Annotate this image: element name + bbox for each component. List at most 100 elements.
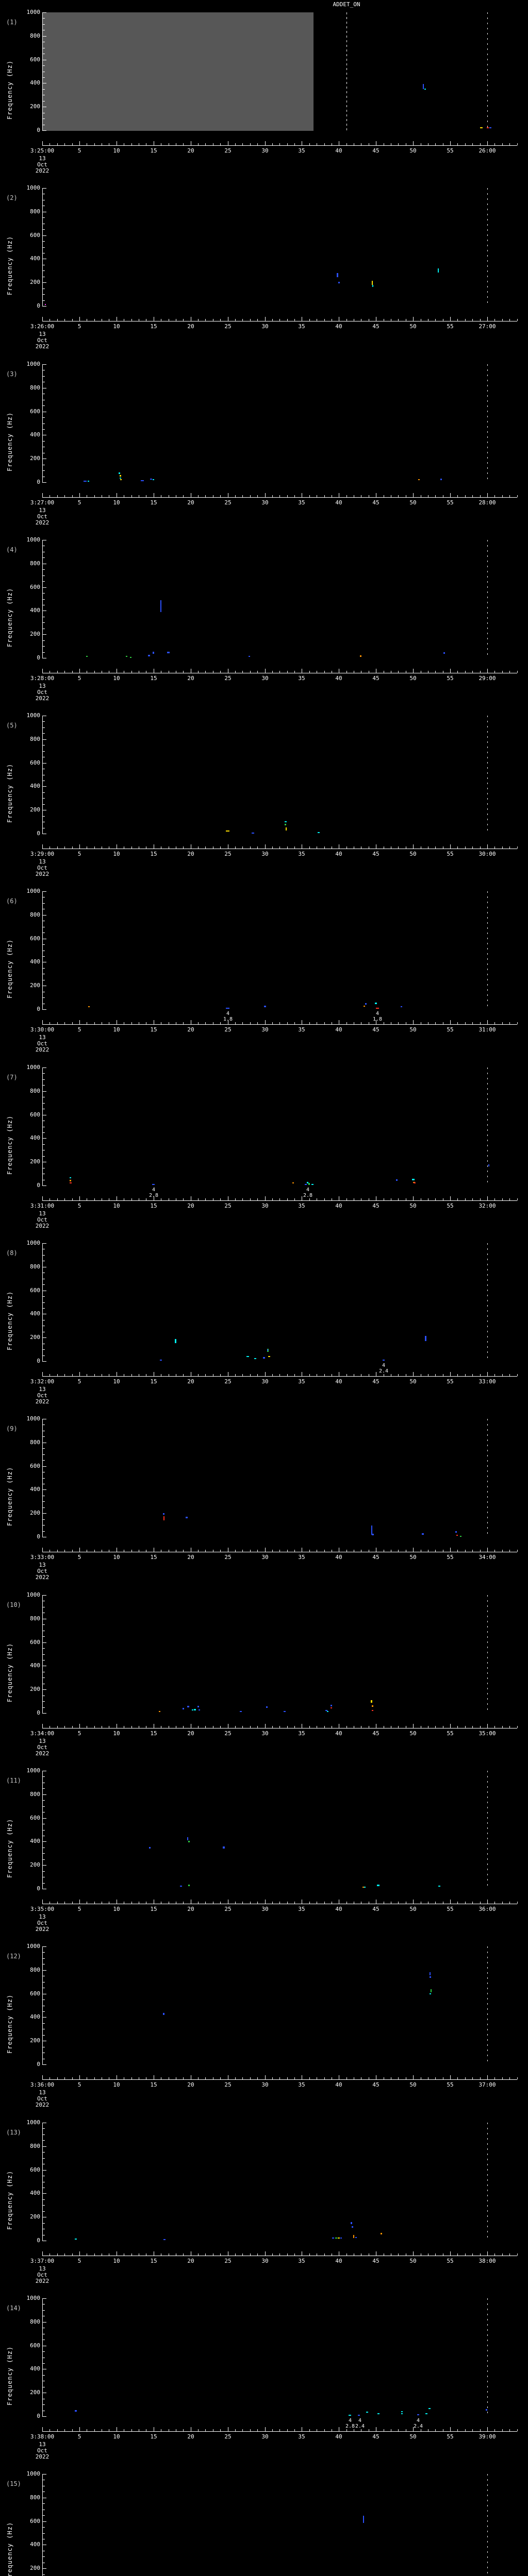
x-tick bbox=[324, 143, 325, 145]
x-tick bbox=[272, 2077, 273, 2079]
x-tick-label: 10 bbox=[113, 323, 120, 330]
y-tick bbox=[43, 2556, 45, 2557]
detection-mark bbox=[268, 1356, 270, 1357]
detection-mark bbox=[362, 1887, 364, 1888]
y-tick bbox=[43, 792, 45, 793]
x-tick bbox=[250, 1550, 251, 1552]
y-tick-label: 200 bbox=[30, 2565, 40, 2571]
x-tick-label: 50 bbox=[409, 499, 417, 506]
x-tick bbox=[198, 1550, 199, 1552]
y-tick-label: 0 bbox=[37, 830, 40, 837]
y-tick bbox=[43, 1009, 46, 1010]
x-tick-label: 20 bbox=[187, 323, 194, 330]
x-tick bbox=[480, 2253, 481, 2256]
x-tick bbox=[346, 319, 347, 321]
x-tick bbox=[509, 2077, 510, 2079]
detection-mark bbox=[194, 1709, 196, 1710]
detection-mark bbox=[240, 1711, 242, 1712]
x-tick-label: 5 bbox=[77, 1730, 81, 1737]
y-tick bbox=[43, 1501, 45, 1502]
y-tick-label: 600 bbox=[30, 935, 40, 942]
x-tick bbox=[487, 1020, 488, 1024]
y-axis-line bbox=[42, 1067, 43, 1186]
x-tick bbox=[235, 319, 236, 321]
y-tick-label: 200 bbox=[30, 1158, 40, 1165]
x-axis-line bbox=[42, 1024, 517, 1025]
x-tick bbox=[457, 2077, 458, 2079]
x-tick bbox=[294, 1198, 295, 1200]
detection-mark bbox=[263, 1357, 265, 1359]
y-tick bbox=[43, 1794, 46, 1795]
x-tick bbox=[242, 495, 243, 497]
x-axis-line bbox=[42, 2431, 517, 2432]
x-axis-date-line: Oct bbox=[37, 1392, 47, 1399]
x-tick bbox=[183, 1550, 184, 1552]
y-tick bbox=[43, 997, 45, 998]
x-tick-label: 15 bbox=[150, 1730, 157, 1737]
x-start-time-label: 3:38:00 bbox=[30, 2433, 55, 2440]
x-tick-label: 40 bbox=[335, 675, 342, 682]
x-tick bbox=[346, 1550, 347, 1552]
x-tick-label: 35 bbox=[298, 675, 305, 682]
y-tick bbox=[43, 24, 45, 25]
x-tick-label: 35 bbox=[298, 323, 305, 330]
y-tick bbox=[43, 587, 46, 588]
y-tick bbox=[43, 2205, 45, 2206]
x-tick bbox=[57, 1550, 58, 1552]
x-axis-date-line: 2022 bbox=[35, 519, 50, 526]
x-tick-label: 55 bbox=[447, 2258, 454, 2264]
y-tick-label: 200 bbox=[30, 982, 40, 989]
detection-mark bbox=[286, 827, 287, 831]
panel-index-label: (6) bbox=[6, 897, 18, 905]
x-tick bbox=[131, 1374, 132, 1376]
x-tick bbox=[242, 1902, 243, 1904]
y-tick-label: 1000 bbox=[26, 888, 41, 894]
right-axis-dashed-line bbox=[487, 1595, 488, 1714]
y-tick-label: 800 bbox=[30, 2143, 40, 2149]
y-tick bbox=[43, 634, 46, 635]
detection-mark bbox=[487, 127, 489, 128]
x-tick bbox=[398, 1198, 399, 1200]
detection-mark bbox=[188, 1885, 190, 1886]
right-axis-dashed-line bbox=[487, 1243, 488, 1362]
x-tick bbox=[242, 1022, 243, 1024]
spectrogram-panel-10: (10) Frequency (Hz) 0 200 400 600 800 1000 5 10 15… bbox=[0, 1583, 528, 1758]
x-tick bbox=[472, 1022, 473, 1024]
x-tick bbox=[272, 846, 273, 849]
detection-mark bbox=[252, 833, 254, 834]
x-tick bbox=[502, 1550, 503, 1552]
detection-mark bbox=[88, 1006, 90, 1007]
detection-score-label: 4 2.4 bbox=[355, 2418, 365, 2429]
x-tick bbox=[265, 2427, 266, 2431]
x-tick bbox=[257, 1198, 258, 1200]
x-tick-label: 25 bbox=[224, 1378, 232, 1385]
x-tick-label: 5 bbox=[77, 2081, 81, 2088]
x-axis-date-line: 13 bbox=[39, 155, 46, 162]
y-tick-label: 0 bbox=[37, 302, 40, 309]
x-tick-label: 45 bbox=[372, 2258, 380, 2264]
x-tick bbox=[64, 495, 65, 497]
detection-mark bbox=[375, 1003, 377, 1004]
x-tick bbox=[42, 2427, 43, 2431]
x-tick bbox=[309, 2253, 310, 2256]
x-tick bbox=[294, 1902, 295, 1904]
x-tick bbox=[257, 2429, 258, 2431]
detection-mark bbox=[338, 282, 340, 283]
x-tick bbox=[72, 319, 73, 321]
x-tick bbox=[398, 2429, 399, 2431]
x-tick-label: 20 bbox=[187, 1202, 194, 1209]
x-tick-label: 40 bbox=[335, 1906, 342, 1912]
detection-mark bbox=[148, 655, 150, 656]
x-tick bbox=[131, 2077, 132, 2079]
y-tick-label: 200 bbox=[30, 2389, 40, 2396]
x-tick bbox=[57, 495, 58, 497]
x-tick-label: 15 bbox=[150, 1378, 157, 1385]
detection-score-label: 4 2.8 bbox=[345, 2418, 355, 2429]
y-tick bbox=[43, 1883, 45, 1884]
x-tick bbox=[235, 1022, 236, 1024]
y-tick-label: 200 bbox=[30, 455, 40, 462]
x-tick bbox=[502, 1198, 503, 1200]
y-tick bbox=[43, 1355, 45, 1356]
x-tick bbox=[450, 1196, 451, 1200]
x-tick-label: 25 bbox=[224, 1026, 232, 1033]
